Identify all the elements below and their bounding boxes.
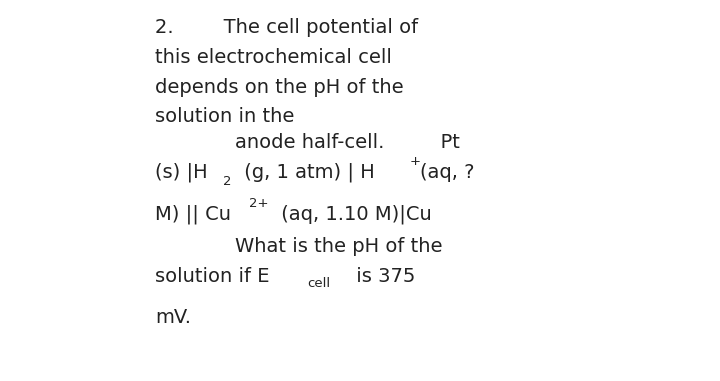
Text: solution in the: solution in the [155, 107, 294, 126]
Text: is 375: is 375 [350, 267, 415, 286]
Text: (aq, 1.10 M)|Cu: (aq, 1.10 M)|Cu [275, 205, 432, 224]
Text: M) || Cu: M) || Cu [155, 205, 231, 224]
Text: mV.: mV. [155, 308, 191, 327]
Text: solution if E: solution if E [155, 267, 269, 286]
Text: cell: cell [307, 277, 330, 290]
Text: What is the pH of the: What is the pH of the [235, 237, 443, 256]
Text: this electrochemical cell: this electrochemical cell [155, 48, 392, 67]
Text: 2.        The cell potential of: 2. The cell potential of [155, 18, 418, 37]
Text: anode half-cell.         Pt: anode half-cell. Pt [235, 133, 460, 152]
Text: (s) |H: (s) |H [155, 163, 207, 182]
Text: (g, 1 atm) | H: (g, 1 atm) | H [238, 163, 374, 182]
Text: 2: 2 [223, 175, 232, 188]
Text: 2+: 2+ [249, 197, 269, 210]
Text: depends on the pH of the: depends on the pH of the [155, 78, 404, 97]
Text: (aq, ?: (aq, ? [420, 163, 474, 182]
Text: +: + [410, 155, 421, 168]
